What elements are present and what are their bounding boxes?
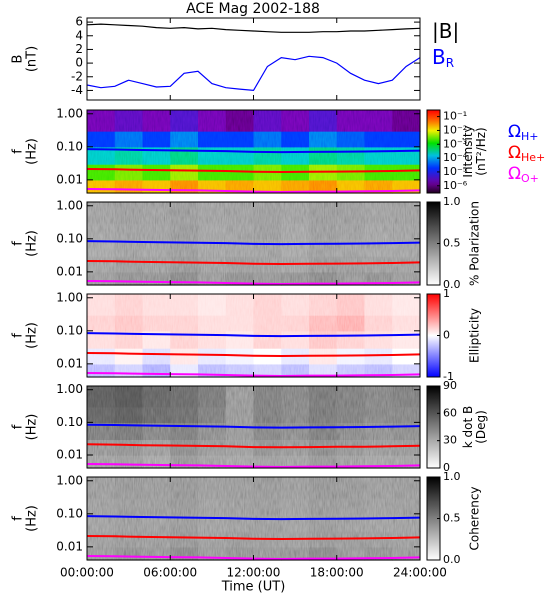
y-tick-label: 0.10 [56, 506, 83, 520]
y-tick-label: -2 [71, 69, 83, 83]
y-tick-label: 0.10 [56, 323, 83, 337]
y-tick-label: 0.01 [56, 448, 83, 462]
y-axis-label: (Hz) [25, 230, 40, 257]
colorbar [426, 109, 441, 194]
legend-subscript: H+ [521, 130, 539, 143]
colorbar-label: % Polarization [468, 201, 482, 286]
y-axis-label: (Hz) [25, 138, 40, 165]
y-tick-label: 0.01 [56, 539, 83, 553]
colorbar-label: (nT²/Hz) [474, 127, 488, 175]
y-tick-label: 1.00 [56, 290, 83, 304]
y-tick-label: 1.00 [56, 382, 83, 396]
legend-name: Ω [508, 143, 521, 163]
x-tick-label: 06:00:00 [143, 566, 197, 580]
y-tick-label: 4 [75, 28, 83, 42]
legend-subscript: R [446, 56, 454, 70]
y-tick-label: 0 [75, 56, 83, 70]
colorbar-label: Coherency [468, 486, 482, 550]
legend-subscript: He+ [521, 151, 545, 164]
colorbar-label: k dot B [461, 406, 475, 448]
y-axis-label: f [11, 149, 26, 154]
series-line [86, 55, 421, 92]
y-tick-label: 0.01 [56, 172, 83, 186]
y-tick-label: 1.00 [56, 106, 83, 120]
y-tick-label: 1.00 [56, 473, 83, 487]
y-axis-label: f [11, 241, 26, 246]
y-tick-label: 0.10 [56, 139, 83, 153]
legend-entry: ΩHe+ [508, 143, 545, 164]
legend-entry: ΩO+ [508, 164, 539, 185]
colorbar-label: Ellipticity [468, 308, 482, 363]
y-tick-label: 2 [75, 42, 83, 56]
colorbar [426, 385, 441, 469]
legend-entry: BR [432, 45, 454, 70]
y-tick-label: 0.01 [56, 356, 83, 370]
colorbar-tick-label: 0 [443, 329, 450, 342]
legend-name: Ω [508, 122, 521, 142]
colorbar-tick-label: 10⁻⁶ [443, 179, 468, 192]
y-tick-label: 0.10 [56, 231, 83, 245]
y-tick-label: 0.01 [56, 264, 83, 278]
y-tick-label: 6 [75, 15, 83, 29]
series-line [86, 23, 421, 33]
legend-entry: |B| [432, 19, 459, 43]
y-axis-label: (nT) [25, 46, 40, 72]
colorbar-tick-label: 0.0 [443, 553, 461, 566]
y-axis-label: f [11, 333, 26, 338]
colorbar-label: Intensity [461, 125, 475, 177]
legend-name: |B| [432, 19, 459, 43]
x-tick-label: 00:00:00 [60, 566, 114, 580]
x-tick-label: 12:00:00 [227, 566, 281, 580]
y-axis-label: f [11, 424, 26, 429]
y-tick-label: 1.00 [56, 198, 83, 212]
gyrofrequency-line [86, 515, 421, 521]
colorbar-tick-label: 1.0 [443, 195, 461, 208]
colorbar-tick-label: 1 [443, 287, 450, 300]
colorbar-tick-label: 0.0 [443, 278, 461, 291]
gyrofrequency-line [86, 168, 421, 174]
colorbar-tick-label: 10⁻¹ [443, 110, 467, 123]
y-tick-label: -4 [71, 83, 83, 97]
colorbar-tick-label: 0.5 [443, 237, 461, 250]
gyrofrequency-line [86, 240, 421, 246]
colorbar-tick-label: 60 [443, 406, 457, 419]
x-tick-label: 24:00:00 [393, 566, 447, 580]
legend-subscript: O+ [521, 172, 539, 185]
x-axis-label: Time (UT) [221, 580, 286, 595]
y-axis-label: (Hz) [25, 322, 40, 349]
colorbar-tick-label: 10⁻² [443, 123, 467, 136]
chart-title: ACE Mag 2002-188 [186, 1, 320, 17]
colorbar-tick-label: 0 [443, 461, 450, 474]
gyrofrequency-line [86, 260, 421, 266]
y-axis-label: (Hz) [25, 505, 40, 532]
colorbar-tick-label: 10⁻⁴ [443, 151, 468, 164]
colorbar-tick-label: 10⁻⁵ [443, 165, 467, 178]
legend-entry: ΩH+ [508, 122, 539, 143]
gyrofrequency-line [86, 535, 421, 541]
colorbar-tick-label: 10⁻³ [443, 137, 467, 150]
colorbar-tick-label: -1 [443, 370, 454, 383]
colorbar-tick-label: 0.5 [443, 512, 461, 525]
gyrofrequency-line [86, 423, 421, 429]
gyrofrequency-line [86, 443, 421, 449]
y-tick-label: 0.10 [56, 415, 83, 429]
legend-name: Ω [508, 164, 521, 184]
y-axis-label: (Hz) [25, 414, 40, 441]
y-axis-label: B [11, 55, 26, 64]
colorbar-tick-label: 90 [443, 379, 457, 392]
gyrofrequency-line [86, 352, 421, 358]
gyrofrequency-line [86, 332, 421, 338]
colorbar-tick-label: 30 [443, 434, 457, 447]
colorbar-label: (Deg) [474, 410, 488, 444]
x-tick-label: 18:00:00 [310, 566, 364, 580]
y-axis-label: f [11, 516, 26, 521]
legend-name: B [432, 45, 446, 69]
gyrofrequency-line [86, 148, 421, 154]
colorbar-tick-label: 1.0 [443, 470, 461, 483]
